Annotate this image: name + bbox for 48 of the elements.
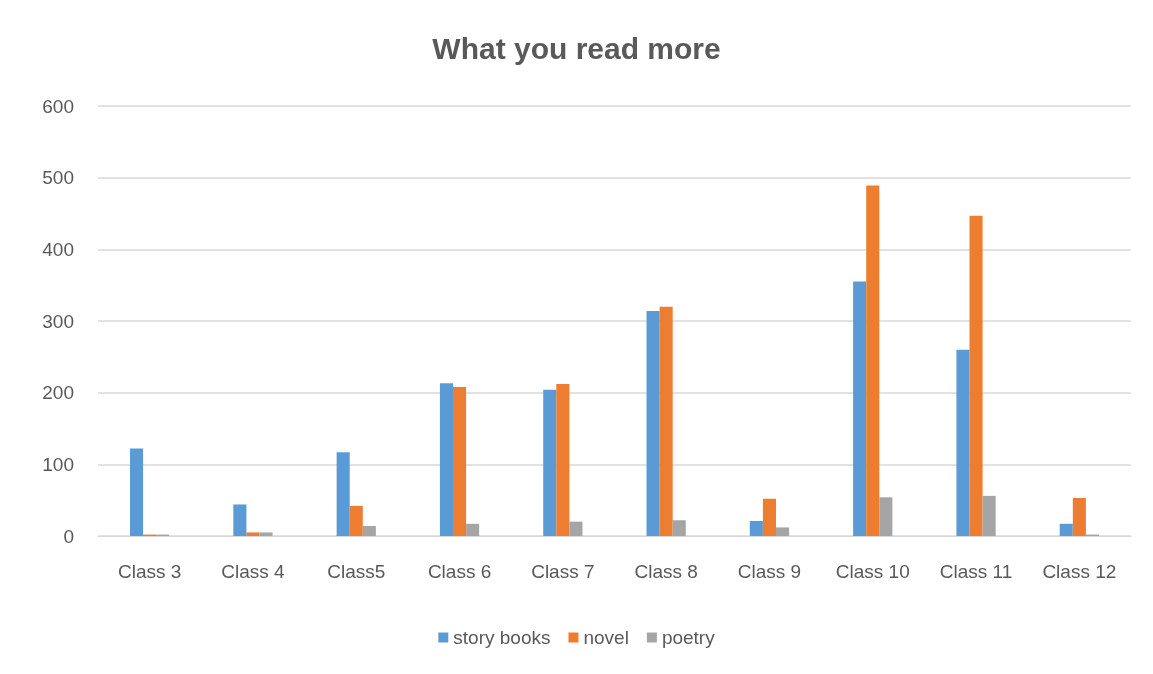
bar xyxy=(1059,523,1073,536)
bar xyxy=(569,521,583,536)
x-tick-label: Class 10 xyxy=(835,561,910,582)
x-tick-label: Class 12 xyxy=(1042,561,1117,582)
bar xyxy=(1072,498,1086,536)
chart-title: What you read more xyxy=(432,31,721,65)
y-tick-label: 0 xyxy=(63,525,74,547)
bar xyxy=(453,386,467,536)
bar xyxy=(543,389,557,536)
y-tick-label: 200 xyxy=(42,382,74,404)
y-tick-label: 100 xyxy=(42,453,74,475)
bar xyxy=(749,520,763,536)
x-tick-label: Class 7 xyxy=(531,561,595,582)
x-tick-label: Class 6 xyxy=(427,561,492,582)
bar xyxy=(762,498,776,536)
x-tick-label: Class5 xyxy=(327,561,386,582)
bar xyxy=(556,384,570,536)
y-tick-label: 300 xyxy=(42,310,74,332)
bar xyxy=(969,215,983,536)
x-tick-label: Class 4 xyxy=(221,561,286,582)
x-tick-label: Class 9 xyxy=(737,561,802,582)
y-tick-label: 500 xyxy=(42,167,74,189)
bar xyxy=(853,281,867,536)
legend-label: poetry xyxy=(661,627,716,648)
bar xyxy=(879,497,893,536)
y-tick-label: 400 xyxy=(42,238,74,260)
bar xyxy=(646,310,660,536)
bar xyxy=(130,448,144,536)
x-tick-label: Class 8 xyxy=(634,561,698,582)
bar xyxy=(349,505,363,536)
bar xyxy=(956,349,970,536)
y-tick-label: 600 xyxy=(42,95,74,117)
x-tick-label: Class 3 xyxy=(117,561,182,582)
bar xyxy=(672,520,686,536)
bar xyxy=(246,532,260,536)
bar xyxy=(982,495,996,536)
bar xyxy=(336,452,350,536)
bar xyxy=(775,527,790,536)
x-tick-label: Class 11 xyxy=(939,561,1013,582)
bar xyxy=(659,306,673,536)
bar xyxy=(466,523,480,536)
bar xyxy=(439,383,454,536)
bar xyxy=(362,525,376,536)
bar xyxy=(233,504,247,536)
bar xyxy=(866,185,880,536)
legend-label: novel xyxy=(583,627,629,648)
bar xyxy=(259,532,273,536)
legend-label: story books xyxy=(453,627,551,648)
